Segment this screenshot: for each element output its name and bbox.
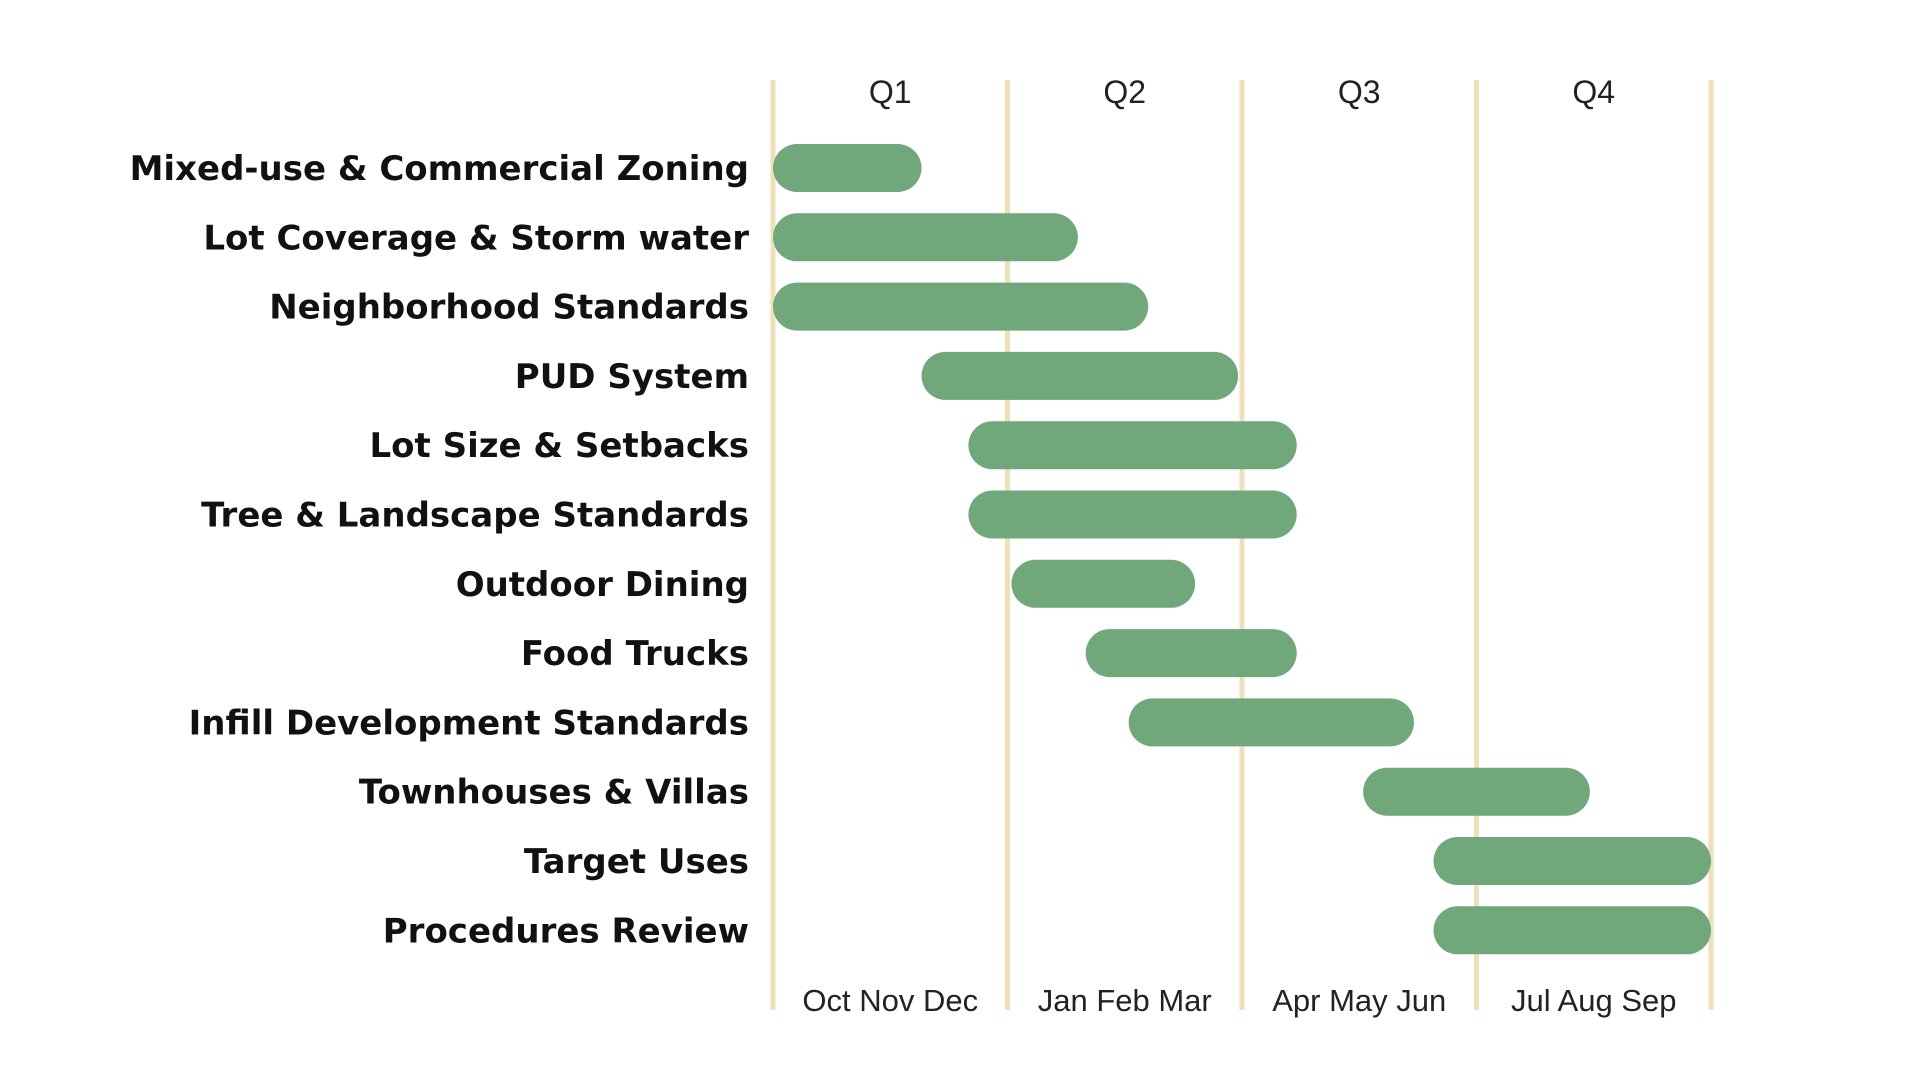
task-label: Neighborhood Standards [269,288,749,328]
task-label: Food Trucks [521,634,749,674]
task-label: Lot Size & Setbacks [369,426,749,466]
quarter-label: Q1 [869,74,912,110]
task-label: Lot Coverage & Storm water [203,218,749,258]
task-label: Mixed-use & Commercial Zoning [130,149,749,189]
task-label: Infill Development Standards [189,703,749,743]
task-bar [921,351,1239,400]
quarter-label: Q2 [1103,74,1146,110]
month-label: Jul Aug Sep [1511,983,1676,1018]
month-label: Jan Feb Mar [1038,983,1212,1018]
quarter-label: Q4 [1572,74,1615,110]
task-bars [773,144,1711,955]
task-label: PUD System [515,357,749,397]
task-label: Procedures Review [383,911,749,951]
month-labels: Oct Nov Dec Jan Feb Mar Apr May Jun Jul Aug… [802,983,1676,1018]
task-bar [968,421,1297,470]
month-label: Apr May Jun [1272,983,1446,1018]
quarter-label: Q3 [1338,74,1381,110]
quarter-labels: Q1 Q2 Q3 Q4 [869,74,1615,110]
task-labels: Mixed-use & Commercial Zoning Lot Coverag… [130,149,750,951]
month-label: Oct Nov Dec [802,983,978,1018]
task-bar [773,213,1078,262]
task-bar [968,490,1297,539]
task-bar [1085,629,1297,678]
task-label: Tree & Landscape Standards [201,496,749,536]
task-label: Target Uses [524,842,749,882]
task-label: Outdoor Dining [456,565,749,605]
task-bar [1433,906,1711,955]
task-bar [1433,837,1711,885]
task-bar [1363,767,1590,816]
task-bar [1011,559,1196,608]
task-bar [1128,698,1414,747]
task-label: Townhouses & Villas [359,773,749,813]
task-bar [773,144,922,192]
task-bar [773,282,1149,331]
